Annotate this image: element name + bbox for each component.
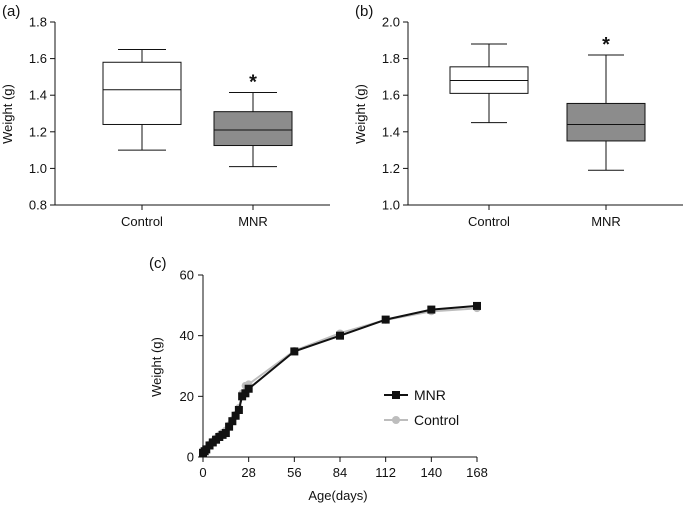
panel-c-label: (c): [149, 255, 167, 272]
panel-b-y-tick-label: 1.2: [382, 161, 400, 176]
panel-a-box-control-iqr-box: [102, 61, 182, 125]
panel-a-y-tick-label: 1.6: [29, 51, 47, 66]
panel-c-line-chart: (c) Weight (g) Age(days) 0 20 40 60 0 28 56 84 1…: [149, 255, 488, 503]
panel-b-axes: [407, 22, 683, 210]
panel-a-category-labels: Control MNR: [121, 214, 268, 229]
legend-item-control: Control: [384, 412, 459, 428]
panel-c-series-mnr-point: [221, 429, 230, 438]
panel-c-series: [199, 301, 481, 457]
panel-c-series-mnr-point: [228, 417, 237, 426]
panel-c-series-mnr-point: [241, 389, 250, 398]
panel-b-boxes: *: [449, 34, 646, 171]
panel-c-legend: MNR Control: [384, 387, 459, 428]
legend-control-marker: [392, 416, 400, 424]
panel-c-series-mnr-line: [202, 304, 478, 454]
panel-c-series-control: [199, 304, 481, 456]
legend-mnr-marker: [392, 391, 400, 399]
panel-c-series-mnr-point: [244, 384, 253, 393]
panel-c-axes: [202, 275, 477, 458]
panel-c-series-mnr: [199, 301, 481, 457]
panel-b-y-tick-label: 1.8: [382, 51, 400, 66]
panel-c-series-mnr-point: [234, 405, 243, 414]
panel-b-label: (b): [355, 3, 373, 20]
panel-a-box-mnr-iqr-box: [213, 111, 293, 147]
panel-c-series-mnr-point: [231, 411, 240, 420]
panel-b-box-plot: (b) Weight (g) 1.0 1.2 1.4 1.6 1.8 2.0 * Cont…: [353, 3, 683, 229]
legend-item-mnr: MNR: [384, 387, 446, 403]
panel-c-x-tick-label: 56: [287, 465, 301, 480]
panel-a-boxes: *: [102, 48, 293, 168]
panel-a-y-tick-label: 1.8: [29, 15, 47, 30]
panel-c-x-tick-label: 0: [199, 465, 206, 480]
panel-c-y-axis-title: Weight (g): [149, 337, 164, 397]
panel-a-y-axis-title: Weight (g): [0, 84, 15, 144]
panel-c-series-mnr-point: [473, 301, 481, 310]
panel-b-y-tick-label: 1.0: [382, 198, 400, 213]
panel-b-category-labels: Control MNR: [468, 214, 621, 229]
panel-a-y-tick-label: 0.8: [29, 198, 47, 213]
panel-b-y-tick-label: 2.0: [382, 15, 400, 30]
legend-control-label: Control: [414, 412, 459, 428]
panel-a-y-tick-label: 1.2: [29, 124, 47, 139]
panel-a-category-mnr: MNR: [238, 214, 268, 229]
panel-b-y-tick-label: 1.6: [382, 88, 400, 103]
panel-a-label: (a): [2, 3, 20, 20]
panel-a-box-plot: (a) Weight (g) 0.8 1.0 1.2 1.4 1.6 1.8 * Cont…: [0, 3, 330, 229]
panel-c-x-tick-label: 140: [420, 465, 442, 480]
panel-b-category-mnr: MNR: [591, 214, 621, 229]
panel-b-box-mnr-significance-star: *: [602, 34, 610, 56]
panel-b-y-axis-title: Weight (g): [353, 84, 368, 144]
panel-c-series-mnr-point: [290, 347, 299, 356]
panel-c-x-tick-label: 168: [466, 465, 488, 480]
panel-a-y-ticks: 0.8 1.0 1.2 1.4 1.6 1.8: [29, 15, 55, 213]
panel-b-y-tick-label: 1.4: [382, 124, 400, 139]
panel-a-category-control: Control: [121, 214, 163, 229]
panel-b-category-control: Control: [468, 214, 510, 229]
panel-a-box-mnr-significance-star: *: [249, 71, 257, 93]
panel-c-y-tick-label: 40: [180, 328, 194, 343]
panel-c-y-tick-label: 0: [187, 450, 194, 465]
panel-a-y-tick-label: 1.4: [29, 88, 47, 103]
panel-c-ticks: 0 20 40 60 0 28 56 84 112 140 168: [180, 268, 488, 481]
panel-a-axes: [54, 22, 330, 210]
panel-c-x-tick-label: 84: [333, 465, 347, 480]
panel-c-series-mnr-point: [336, 331, 344, 340]
panel-c-series-mnr-point: [427, 305, 436, 314]
legend-mnr-label: MNR: [414, 387, 446, 403]
panel-c-x-tick-label: 112: [375, 465, 396, 480]
panel-c-series-mnr-point: [225, 422, 234, 431]
panel-c-series-mnr-point: [381, 315, 390, 324]
panel-c-y-tick-label: 60: [180, 268, 194, 283]
panel-c-x-axis-title: Age(days): [308, 488, 367, 503]
panel-c-y-tick-label: 20: [180, 389, 194, 404]
panel-a-y-tick-label: 1.0: [29, 161, 47, 176]
panel-b-y-ticks: 1.0 1.2 1.4 1.6 1.8 2.0: [382, 15, 408, 213]
panel-b-box-mnr-iqr-box: [566, 102, 646, 142]
panel-c-x-tick-label: 28: [241, 465, 255, 480]
